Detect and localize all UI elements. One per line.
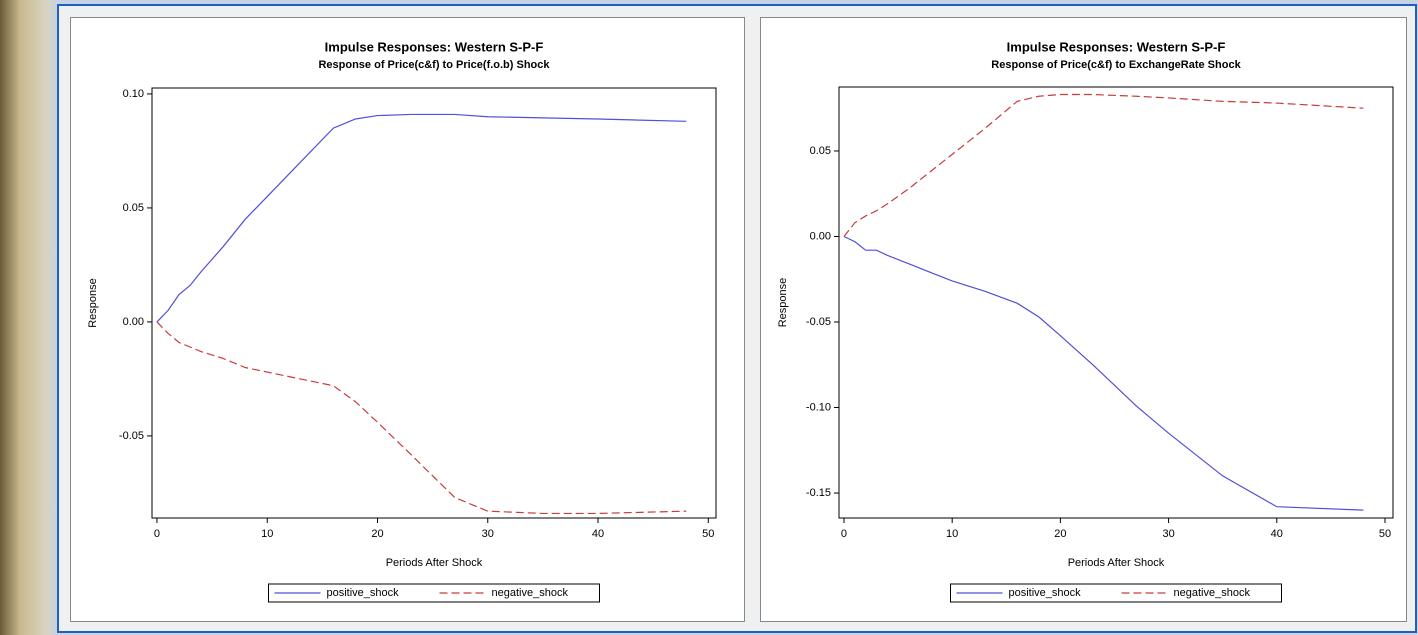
legend-box	[268, 583, 600, 603]
x-tick-label: 20	[371, 528, 383, 540]
x-tick-label: 30	[482, 528, 494, 540]
y-tick-label: -0.05	[806, 316, 831, 328]
chart: Impulse Responses: Western S-P-F Response…	[760, 17, 1407, 622]
legend-label: negative_shock	[492, 587, 569, 599]
x-tick-label: 50	[702, 528, 714, 540]
y-tick-label: -0.10	[806, 401, 831, 413]
x-tick-label: 40	[592, 528, 604, 540]
chart: Impulse Responses: Western S-P-F Response…	[70, 17, 745, 622]
x-tick-label: 20	[1054, 528, 1066, 540]
x-tick-label: 0	[841, 528, 847, 540]
line	[843, 235, 1364, 511]
line	[843, 93, 1364, 237]
y-axis-title: Response	[87, 278, 99, 328]
line	[156, 113, 687, 323]
plot-frame	[151, 87, 717, 519]
x-axis-title: Periods After Shock	[386, 557, 483, 569]
y-tick-label: -0.15	[806, 487, 831, 499]
y-tick-label: -0.05	[119, 430, 144, 442]
x-axis-title: Periods After Shock	[1068, 557, 1165, 569]
chart-title: Impulse Responses: Western S-P-F	[1007, 39, 1226, 54]
y-tick-label: 0.05	[810, 145, 831, 157]
y-tick-label: 0.00	[810, 230, 831, 242]
x-tick-label: 50	[1379, 528, 1391, 540]
x-tick-label: 10	[946, 528, 958, 540]
legend-box	[950, 583, 1282, 603]
y-axis-title: Response	[777, 278, 789, 328]
chart-subtitle: Response of Price(c&f) to Price(f.o.b) S…	[318, 59, 550, 71]
legend-label: negative_shock	[1174, 587, 1251, 599]
x-tick-label: 30	[1162, 528, 1174, 540]
x-tick-label: 10	[261, 528, 273, 540]
legend-label: positive_shock	[327, 587, 400, 599]
x-tick-label: 0	[154, 528, 160, 540]
chart-subtitle: Response of Price(c&f) to ExchangeRate S…	[991, 59, 1241, 71]
y-tick-label: 0.05	[123, 202, 144, 214]
line	[156, 321, 687, 515]
x-tick-label: 40	[1271, 528, 1283, 540]
chart-title: Impulse Responses: Western S-P-F	[325, 39, 544, 54]
legend-label: positive_shock	[1009, 587, 1082, 599]
plot-frame	[838, 86, 1394, 519]
y-tick-label: 0.00	[123, 316, 144, 328]
y-tick-label: 0.10	[123, 88, 144, 100]
